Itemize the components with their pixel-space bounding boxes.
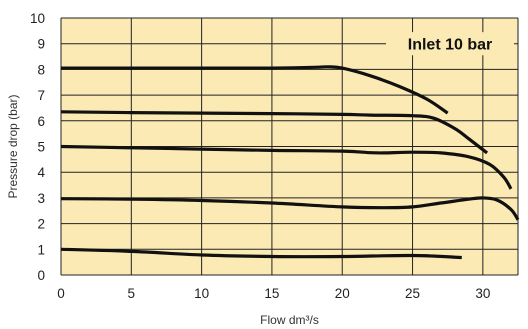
y-tick-label: 6 (37, 114, 45, 129)
x-tick-label: 30 (475, 286, 490, 301)
y-axis-label: Pressure drop (bar) (6, 94, 20, 198)
annotation-box: Inlet 10 bar (386, 32, 514, 56)
curve-1 (60, 65, 449, 115)
x-tick-label: 20 (335, 286, 350, 301)
y-tick-label: 2 (37, 217, 45, 232)
y-tick-label: 7 (37, 88, 45, 103)
y-tick-label: 0 (37, 268, 45, 283)
curve-2 (60, 110, 489, 155)
y-tick-label: 10 (30, 11, 45, 26)
y-tick-label: 3 (37, 191, 45, 206)
x-axis-label: Flow dm³/s (260, 313, 319, 327)
annotation-background (386, 32, 514, 56)
curve-3 (60, 144, 513, 190)
curve-5 (60, 247, 462, 260)
y-tick-label: 4 (37, 165, 45, 180)
y-tick-label: 1 (37, 242, 45, 257)
curves (60, 65, 520, 260)
x-tick-label: 0 (57, 286, 65, 301)
y-tick-label: 9 (37, 37, 45, 52)
curve-4 (60, 196, 520, 221)
x-tick-label: 25 (405, 286, 420, 301)
x-tick-label: 5 (128, 286, 136, 301)
annotation-label: Inlet 10 bar (408, 37, 492, 54)
x-tick-label: 10 (194, 286, 209, 301)
y-tick-label: 5 (37, 140, 45, 155)
x-tick-label: 15 (264, 286, 279, 301)
tick-labels: 0 1 2 3 4 5 6 7 8 9 10 0 5 10 15 20 25 30 (30, 11, 490, 301)
y-tick-label: 8 (37, 62, 45, 77)
